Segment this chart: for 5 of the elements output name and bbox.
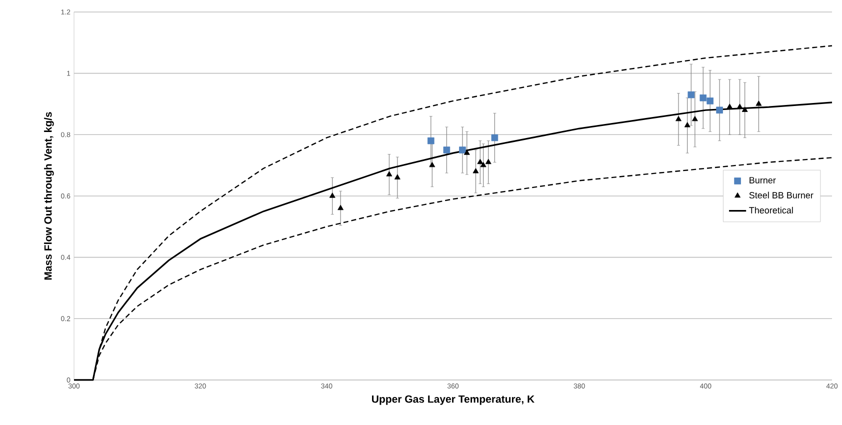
y-axis-title: Mass Flow Out through Vent, kg/s	[44, 112, 54, 280]
legend-label: Steel BB Burner	[749, 192, 814, 198]
legend-label: Theoretical	[749, 206, 793, 214]
x-axis-title: Upper Gas Layer Temperature, K	[372, 395, 534, 405]
legend-label: Burner	[750, 177, 776, 184]
